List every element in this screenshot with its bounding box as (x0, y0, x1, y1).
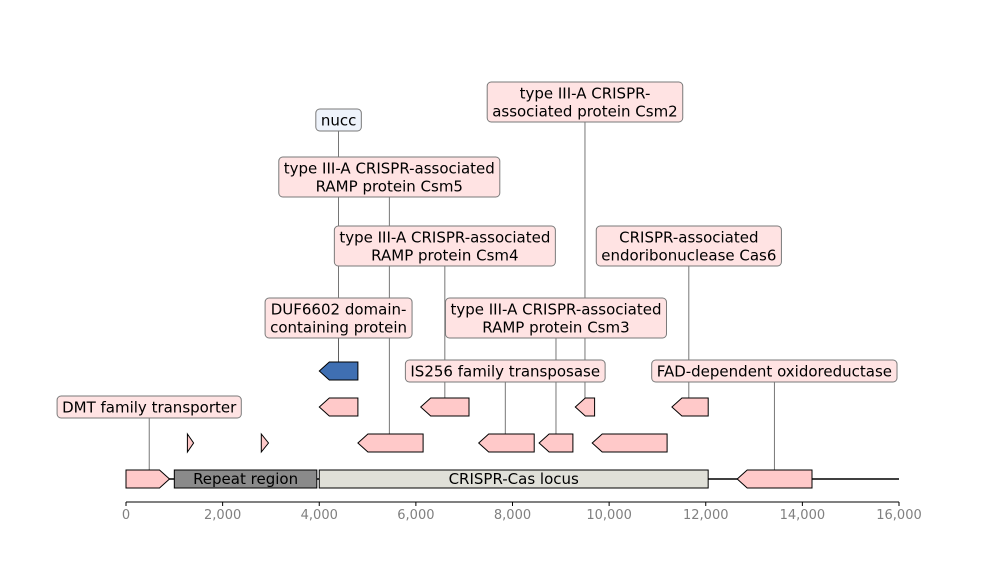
axis-tick-label: 0 (122, 508, 130, 523)
label-text: FAD-dependent oxidoreductase (657, 362, 892, 380)
label-text: type III-A CRISPR- (520, 84, 651, 102)
axis-tick-label: 14,000 (780, 508, 826, 523)
label-text: DUF6602 domain- (271, 300, 407, 318)
label-text: nucc (321, 111, 357, 129)
label-text: associated protein Csm2 (492, 102, 678, 120)
gene-arrow (318, 397, 359, 417)
x-axis: 0 2,000 4,000 6,000 8,000 10,000 12,000 14,000 1… (122, 501, 922, 523)
label-text: containing protein (270, 318, 407, 336)
feature-label: IS256 family transposase (404, 359, 606, 383)
highlighted-gene-arrow (318, 361, 359, 381)
axis-tick-label: 4,000 (301, 508, 338, 523)
sequence-track: Repeat region CRISPR-Cas locus (126, 469, 899, 489)
region-label: CRISPR-Cas locus (449, 470, 579, 488)
label-text: type III-A CRISPR-associated (339, 228, 550, 246)
axis-tick-label: 8,000 (494, 508, 531, 523)
label-box (315, 108, 362, 132)
gene-arrow (538, 433, 574, 453)
label-text: RAMP protein Csm4 (371, 246, 518, 264)
label-box (278, 156, 501, 198)
feature-labels: DMT family transporter IS256 family trans… (56, 81, 898, 419)
label-text: RAMP protein Csm5 (316, 177, 463, 195)
label-text: type III-A CRISPR-associated (284, 159, 495, 177)
label-box (264, 297, 413, 339)
axis-tick-label: 10,000 (586, 508, 632, 523)
gene-arrow (357, 433, 424, 453)
gene-arrow (736, 469, 813, 489)
label-text: DMT family transporter (62, 398, 237, 416)
label-box (333, 225, 556, 267)
gene-arrow (591, 433, 668, 453)
label-box (404, 359, 606, 383)
label-box (486, 81, 684, 123)
feature-label: DMT family transporter (56, 395, 242, 419)
label-box (595, 225, 782, 267)
gene-arrow (671, 397, 709, 417)
gene-arrow (260, 432, 270, 454)
axis-tick-label: 2,000 (204, 508, 241, 523)
features (125, 361, 813, 489)
gene-arrow (419, 397, 470, 417)
feature-label: FAD-dependent oxidoreductase (651, 359, 898, 383)
axis-tick-label: 6,000 (397, 508, 434, 523)
region-box (318, 469, 709, 489)
gene-arrow (186, 432, 195, 454)
label-box (444, 297, 667, 339)
gene-arrow (574, 397, 596, 417)
region-label: Repeat region (193, 470, 298, 488)
label-text: type III-A CRISPR-associated (450, 300, 661, 318)
label-box (651, 359, 898, 383)
label-text: CRISPR-associated (619, 228, 758, 246)
label-box (56, 395, 242, 419)
region-box (173, 469, 318, 489)
label-text: IS256 family transposase (410, 362, 600, 380)
axis-tick-label: 16,000 (876, 508, 922, 523)
feature-label: nucc (315, 108, 362, 132)
label-text: endoribonuclease Cas6 (601, 246, 776, 264)
label-text: RAMP protein Csm3 (482, 318, 629, 336)
axis-tick-label: 12,000 (683, 508, 729, 523)
feature-label: type III-A CRISPR-associated protein Csm… (486, 81, 684, 123)
gene-arrow (125, 469, 171, 489)
feature-label: DUF6602 domain-containing protein (264, 297, 413, 339)
gene-arrow (477, 433, 535, 453)
